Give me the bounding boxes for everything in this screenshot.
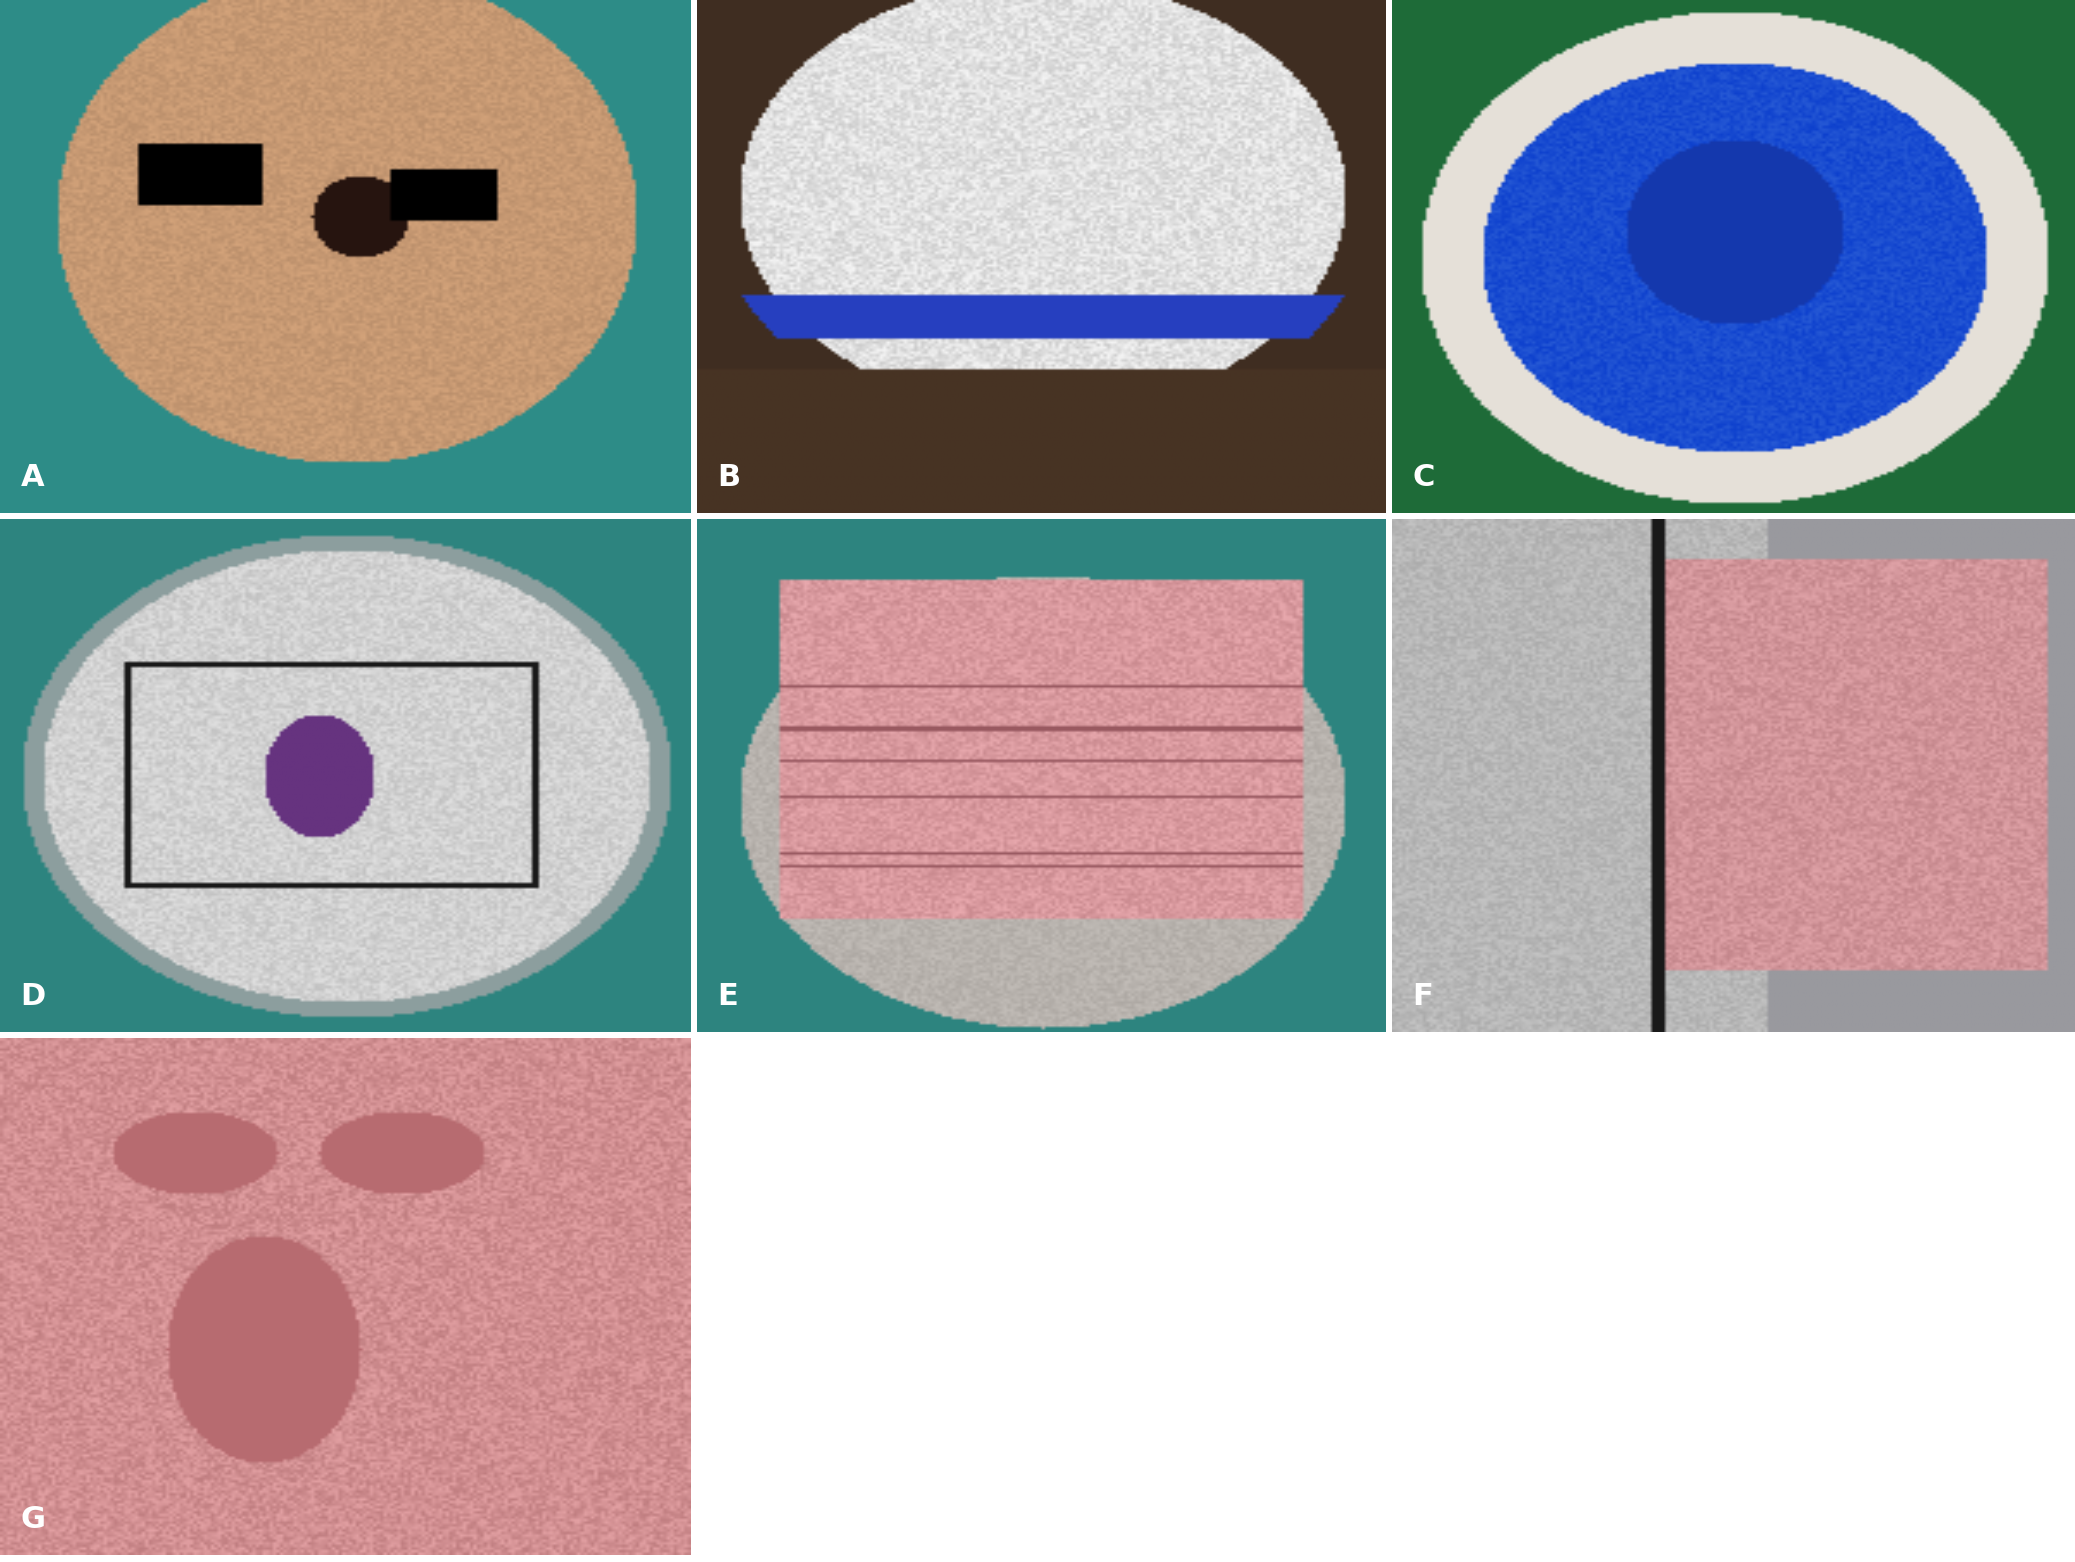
Text: A: A xyxy=(21,464,44,492)
Text: C: C xyxy=(1413,464,1436,492)
Text: D: D xyxy=(21,982,46,1012)
Text: B: B xyxy=(718,464,741,492)
Text: G: G xyxy=(21,1506,46,1534)
Text: E: E xyxy=(718,982,739,1012)
Text: F: F xyxy=(1413,982,1434,1012)
